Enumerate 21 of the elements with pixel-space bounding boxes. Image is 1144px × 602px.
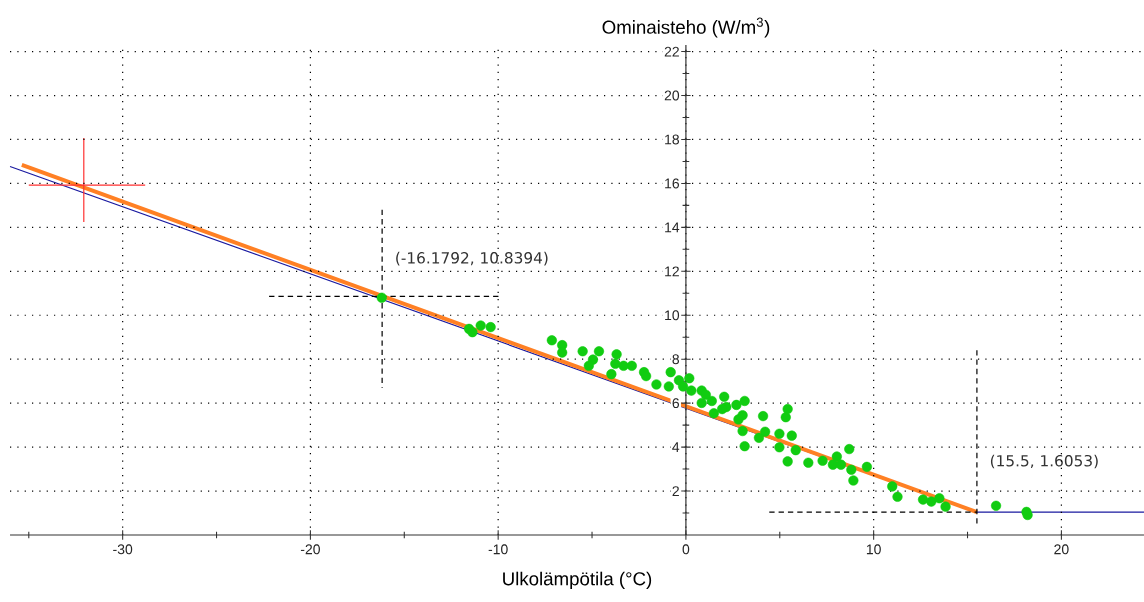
annotation: (15.5, 1.6053) xyxy=(990,454,1098,469)
y-tick-label: 14 xyxy=(665,222,680,233)
x-tick-label: -20 xyxy=(300,544,320,555)
x-tick-label: -30 xyxy=(113,544,133,555)
y-tick-label: 16 xyxy=(665,178,680,189)
x-tick-label: 20 xyxy=(1054,544,1069,555)
y-tick-label: 8 xyxy=(672,354,680,365)
y-tick-label: 18 xyxy=(665,134,680,145)
y-tick-label: 10 xyxy=(665,310,680,321)
y-tick-label: 22 xyxy=(664,46,679,57)
x-tick-label: 10 xyxy=(866,544,881,555)
x-axis-title: Ulkolämpötila (°C) xyxy=(503,571,652,590)
y-tick-label: 4 xyxy=(672,442,680,452)
y-axis-title: Ominaisteho (W/m$^{3}$) xyxy=(602,17,770,38)
y-tick-label: 6 xyxy=(672,398,680,409)
y-tick-label: 2 xyxy=(672,486,679,496)
x-tick-label: -10 xyxy=(488,544,508,555)
x-tick-label: 0 xyxy=(682,544,690,555)
y-tick-label: 20 xyxy=(664,90,680,101)
y-tick-label: 12 xyxy=(665,266,679,277)
annotation: (-16.1792, 10.8394) xyxy=(396,251,548,266)
